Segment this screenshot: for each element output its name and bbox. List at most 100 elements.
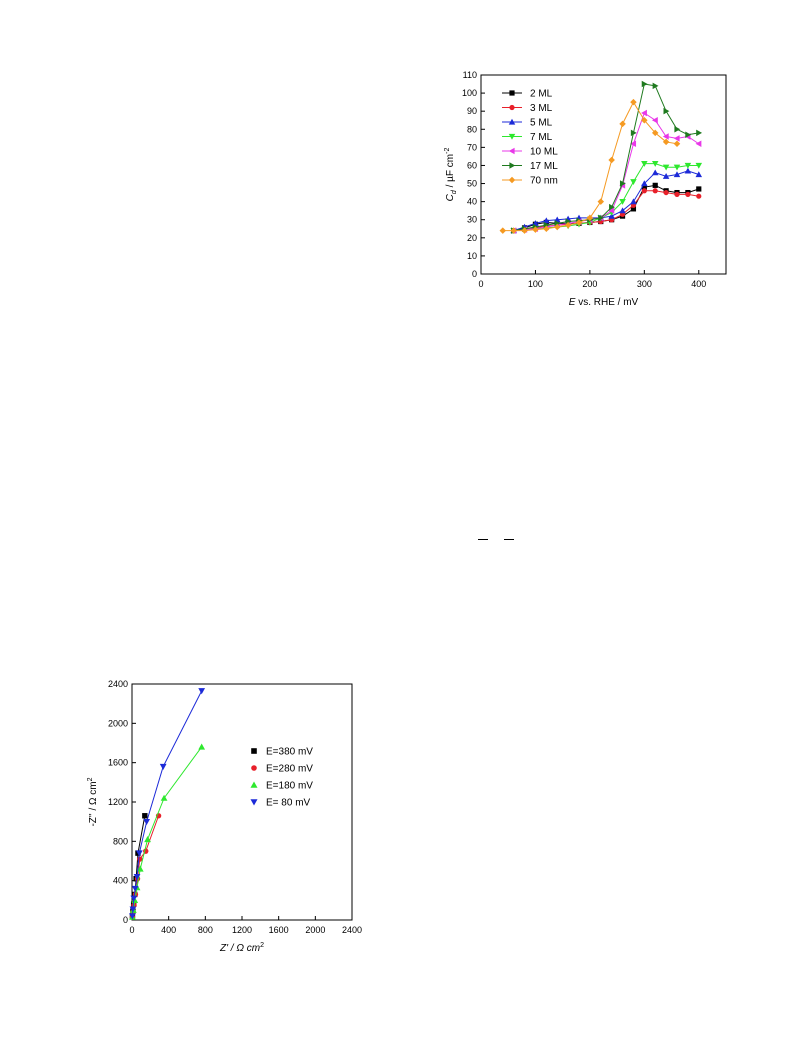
data-point xyxy=(598,214,605,222)
data-point xyxy=(521,227,528,234)
data-point xyxy=(674,191,680,197)
data-point xyxy=(696,193,702,199)
data-point xyxy=(543,217,550,224)
legend-label: 10 ML xyxy=(530,147,558,158)
data-point xyxy=(641,161,648,167)
data-point xyxy=(673,171,681,178)
impedance-plot-area: 0 400 800 1200 1600 2000 2400 0 400 800 1200 1600 20… xyxy=(87,679,362,954)
x-tick-label: 2000 xyxy=(305,925,325,935)
legend-entry: E=180 mV xyxy=(250,781,313,792)
x-tick-label: 300 xyxy=(637,279,652,289)
data-point xyxy=(695,140,702,147)
x-tick-label: 0 xyxy=(129,925,134,935)
y-tick-label: 50 xyxy=(467,179,477,189)
legend-label: 3 ML xyxy=(530,103,553,114)
data-point xyxy=(136,865,144,872)
x-tick-label: 100 xyxy=(528,279,543,289)
legend-label: E= 80 mV xyxy=(266,798,311,809)
y-tick-label: 60 xyxy=(467,160,477,170)
series-line xyxy=(131,690,203,917)
y-tick-label: 1200 xyxy=(108,797,128,807)
y-tick-label: 1600 xyxy=(108,758,128,768)
legend-marker xyxy=(509,162,516,169)
data-point xyxy=(641,80,648,88)
data-point xyxy=(641,109,647,117)
legend-marker xyxy=(250,781,258,788)
y-tick-label: 80 xyxy=(467,124,477,134)
data-point xyxy=(619,120,626,128)
data-point xyxy=(499,227,507,234)
data-point xyxy=(160,794,168,801)
data-point xyxy=(619,180,626,187)
legend-label: 2 ML xyxy=(530,89,553,100)
data-point xyxy=(651,129,659,137)
data-point xyxy=(608,207,615,214)
data-point xyxy=(630,140,637,147)
data-point xyxy=(130,895,138,902)
y-tick-label: 30 xyxy=(467,215,477,225)
series-line xyxy=(513,190,699,232)
data-point xyxy=(128,913,136,920)
data-point xyxy=(619,207,626,214)
y-tick-label: 70 xyxy=(467,142,477,152)
x-tick-label: 400 xyxy=(691,279,706,289)
legend-marker xyxy=(508,133,516,140)
data-point xyxy=(662,164,670,171)
data-point xyxy=(142,813,148,819)
series-line xyxy=(131,746,203,918)
data-point xyxy=(652,188,658,194)
data-point xyxy=(651,116,658,124)
x-axis-label: E vs. RHE / mV xyxy=(569,297,639,308)
data-point xyxy=(543,225,550,233)
series-line xyxy=(502,101,678,232)
legend-entry: 7 ML xyxy=(502,132,553,143)
x-tick-label: 1200 xyxy=(232,925,252,935)
data-point xyxy=(641,188,647,194)
data-point xyxy=(696,186,702,192)
legend-marker xyxy=(509,104,515,111)
data-point xyxy=(510,227,517,234)
series-70-nm xyxy=(499,98,681,234)
data-point xyxy=(553,223,561,231)
legend-label: E=380 mV xyxy=(266,747,313,758)
page-rule-marks xyxy=(478,539,514,540)
y-tick-label: 40 xyxy=(467,197,477,207)
x-axis-label: Z' / Ω cm2 xyxy=(219,942,264,954)
data-point xyxy=(144,835,151,843)
data-point xyxy=(133,874,141,881)
data-point xyxy=(651,169,659,176)
data-point xyxy=(652,182,658,188)
y-tick-label: 0 xyxy=(123,915,128,925)
x-tick-label: 200 xyxy=(582,279,597,289)
y-tick-label: 90 xyxy=(467,106,477,116)
data-point xyxy=(619,199,626,205)
data-point xyxy=(652,82,659,90)
x-tick-label: 400 xyxy=(161,925,176,935)
legend-entry: 3 ML xyxy=(502,103,553,114)
legend-entry: 2 ML xyxy=(502,89,553,100)
data-point xyxy=(630,206,637,212)
y-axis-label: Cd / µF cm-2 xyxy=(444,148,458,202)
legend-entry: 10 ML xyxy=(502,147,558,158)
data-point xyxy=(663,107,670,115)
data-point xyxy=(159,763,167,770)
legend-entry: 5 ML xyxy=(502,118,553,129)
data-point xyxy=(684,162,692,169)
data-point xyxy=(597,198,605,205)
y-tick-label: 400 xyxy=(113,876,128,886)
legend-entry: 17 ML xyxy=(502,161,558,172)
capacitance-plot-area: 0 100 200 300 400 0 10 20 30 40 50 60 70 80 90 100 110 E … xyxy=(444,70,727,308)
data-point xyxy=(131,885,139,892)
data-point xyxy=(630,198,637,205)
data-point xyxy=(143,818,151,826)
legend-label: E=180 mV xyxy=(266,781,313,792)
legend-label: 17 ML xyxy=(530,161,558,172)
data-point xyxy=(609,203,615,211)
x-tick-label: 0 xyxy=(478,279,483,289)
data-point xyxy=(564,221,572,229)
legend-marker xyxy=(508,176,516,184)
data-point xyxy=(696,129,703,137)
series-line xyxy=(513,184,699,232)
data-point xyxy=(198,743,206,750)
legend-marker xyxy=(250,799,258,806)
